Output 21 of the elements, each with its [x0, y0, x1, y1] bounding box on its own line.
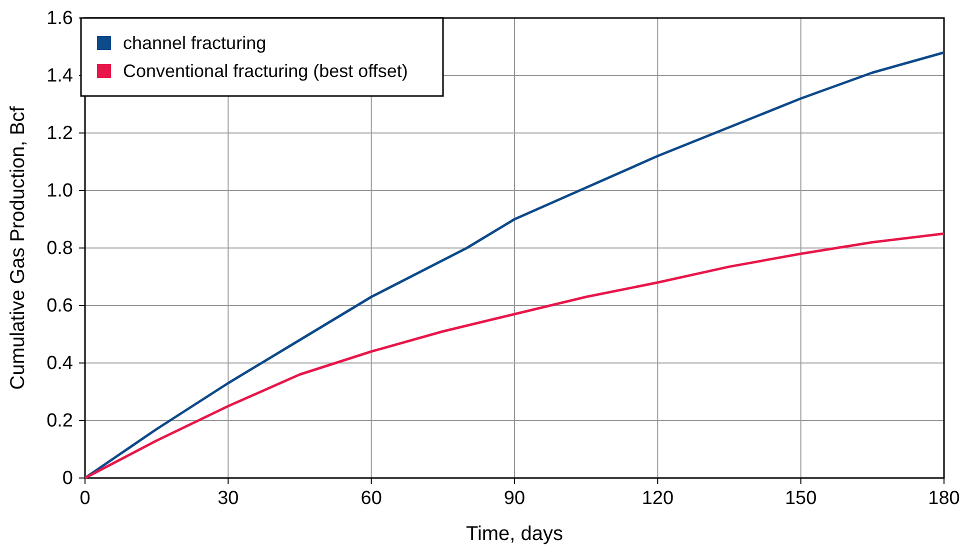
y-tick-label: 1.0	[46, 180, 73, 202]
x-tick-label: 180	[928, 488, 960, 509]
x-tick-label: 30	[218, 488, 239, 509]
y-tick-label: 0.2	[46, 410, 73, 432]
x-axis-title: Time, days	[466, 523, 564, 545]
x-tick-label: 150	[784, 488, 817, 509]
y-tick-label: 1.2	[46, 123, 73, 144]
y-tick-label: 1.6	[46, 8, 73, 29]
x-tick-label: 120	[642, 488, 674, 509]
y-axis-title: Cumulative Gas Production, Bcf	[7, 106, 29, 390]
x-tick-label: 0	[80, 488, 90, 509]
y-tick-label: 0	[62, 468, 73, 489]
line-series	[84, 232, 946, 480]
y-tick-label: 0.4	[46, 353, 74, 374]
x-tick-label: 60	[360, 488, 382, 509]
x-tick-label: 90	[504, 488, 526, 509]
legend-label: Conventional fracturing (best offset)	[123, 61, 408, 81]
y-tick-label: 1.4	[46, 66, 74, 86]
y-tick-label: 0.6	[46, 296, 73, 316]
legend-label: channel fracturing	[123, 33, 266, 53]
y-tick-label: 0.8	[46, 238, 73, 259]
